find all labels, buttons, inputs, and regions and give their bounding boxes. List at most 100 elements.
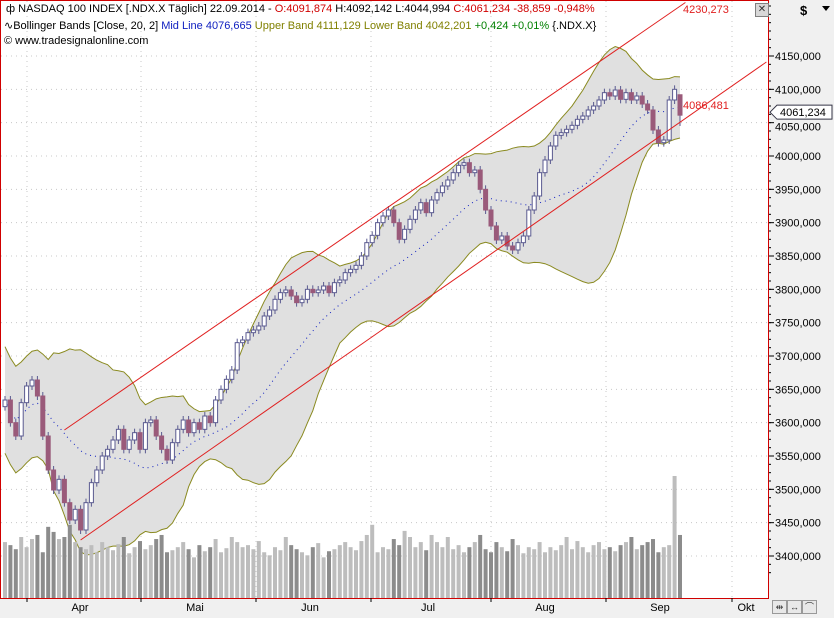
candle-body: [272, 298, 278, 311]
candle: [580, 112, 586, 124]
volume-bar: [575, 541, 580, 598]
plot-frame: [0, 0, 769, 599]
volume-bar: [348, 547, 353, 598]
x-tick-label: Jun: [301, 602, 319, 614]
low-value: L:4044,994: [395, 3, 451, 15]
candle-body: [564, 128, 570, 134]
candle-body: [348, 268, 354, 274]
candle: [256, 322, 262, 334]
candle: [78, 505, 84, 534]
candle: [142, 418, 148, 454]
candle-body: [639, 95, 645, 105]
close-value: C:4061,234: [453, 3, 511, 15]
candle: [110, 436, 116, 454]
candle: [677, 94, 683, 127]
volume-bar: [602, 549, 607, 598]
candle-body: [553, 134, 559, 147]
candle: [13, 418, 19, 440]
candle-body: [375, 222, 381, 236]
candle: [45, 432, 51, 474]
candle-body: [337, 279, 343, 284]
candle: [315, 286, 321, 297]
close-button[interactable]: ✕: [755, 3, 769, 17]
bollinger-band-fill: [5, 46, 680, 555]
volume-bar: [510, 539, 515, 598]
candle-body: [434, 192, 440, 201]
candle-body: [283, 289, 289, 294]
candle-body: [245, 332, 251, 341]
candle-body: [450, 172, 456, 181]
candle: [240, 336, 246, 347]
scroll-button[interactable]: ↔: [787, 600, 802, 614]
y-tick-label: 3750,000: [775, 318, 821, 330]
candle: [391, 206, 397, 227]
candle-body: [267, 309, 273, 317]
trendline: [80, 61, 767, 541]
candle-body: [207, 415, 213, 424]
candle-body: [164, 448, 170, 461]
volume-bar: [105, 547, 110, 598]
candle-body: [7, 399, 13, 424]
candle: [628, 88, 634, 104]
triangle-down-icon[interactable]: [822, 6, 830, 11]
candle: [574, 115, 580, 130]
candle-body: [13, 422, 19, 437]
volume-bar: [181, 542, 186, 598]
candle: [331, 278, 337, 297]
volume-bar: [429, 534, 434, 598]
candle-body: [580, 115, 586, 120]
candle: [267, 306, 273, 320]
candle: [423, 198, 429, 217]
volume-bar: [30, 539, 34, 598]
volume-bar: [462, 552, 466, 598]
candle-body: [558, 132, 564, 136]
upper-band-value: Upper Band 4111,129: [254, 20, 361, 32]
candle-icon: ф: [6, 3, 16, 15]
candle-body: [499, 235, 505, 241]
volume-bar: [235, 542, 240, 598]
volume-bar: [445, 537, 450, 598]
volume-bar: [148, 545, 153, 598]
candle-body: [342, 272, 348, 281]
volume-bar: [143, 549, 148, 598]
volume-bar: [591, 545, 596, 598]
candle-body: [229, 369, 235, 380]
candle-body: [531, 195, 537, 211]
candle: [569, 121, 575, 134]
candle: [67, 498, 73, 524]
candle: [618, 86, 624, 104]
candle: [51, 466, 57, 494]
candle: [369, 231, 375, 247]
candle-body: [661, 139, 667, 144]
candle-body: [466, 162, 472, 174]
candle-body: [223, 378, 229, 390]
volume-bar: [370, 524, 375, 598]
candle-body: [396, 222, 402, 240]
chart-style-button[interactable]: ⌒: [802, 600, 817, 614]
candle-body: [234, 342, 240, 371]
candle: [321, 282, 327, 294]
candle: [83, 498, 89, 534]
candle-body: [40, 395, 46, 437]
candle-body: [250, 329, 256, 334]
candle-body: [380, 215, 386, 224]
volume-bar: [89, 545, 94, 598]
candle: [272, 295, 278, 314]
candle: [558, 128, 564, 140]
candle-body: [510, 245, 516, 251]
zoom-fit-button[interactable]: ⇹: [772, 600, 787, 614]
candle: [245, 328, 251, 344]
volume-bar: [132, 547, 137, 598]
volume-bar: [283, 537, 288, 598]
candle-body: [261, 315, 267, 327]
volume-bar: [62, 537, 67, 598]
trendline: [64, 2, 686, 431]
volume-bar: [327, 551, 331, 598]
candle: [326, 282, 332, 297]
candle: [88, 478, 94, 507]
volume-bar: [343, 542, 348, 598]
candle: [466, 158, 472, 177]
candle-body: [180, 419, 186, 430]
volume-bar: [202, 551, 207, 598]
